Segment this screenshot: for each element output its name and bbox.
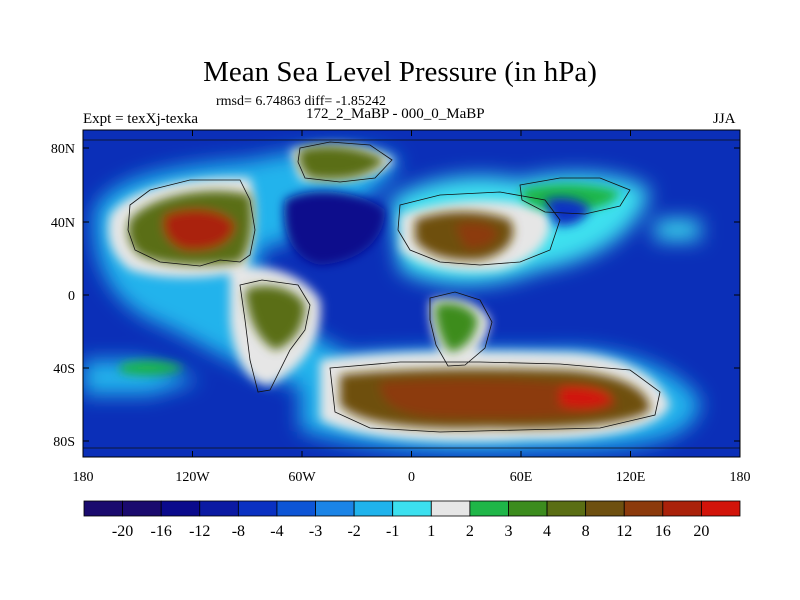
y-tick-label: 40N (51, 216, 75, 231)
colorbar-swatch (160, 500, 201, 517)
colorbar-swatch (623, 500, 664, 517)
colorbar-swatch (237, 500, 278, 517)
colorbar-swatch (392, 500, 432, 517)
colorbar-swatch (353, 500, 394, 517)
colorbar-label: -4 (270, 523, 283, 540)
x-tick-label: 60W (288, 470, 316, 485)
colorbar-swatch (585, 500, 625, 517)
colorbar-swatch (469, 500, 509, 517)
colorbar-label: -2 (347, 523, 360, 540)
colorbar-swatch (508, 500, 548, 517)
x-tick-label: 180 (73, 470, 94, 485)
colorbar-label: 1 (427, 523, 435, 540)
colorbar-swatch (701, 500, 741, 517)
y-tick-label: 80N (51, 142, 75, 157)
colorbar-labels: -20 -16 -12 -8 -4 -3 -2 -1 1 2 3 4 8 12 16 20 (112, 523, 709, 540)
colorbar-label: 2 (466, 523, 474, 540)
colorbar-swatch (83, 500, 123, 517)
x-axis-labels: 180 120W 60W 0 60E 120E 180 (73, 470, 751, 485)
colorbar-label: -12 (189, 523, 210, 540)
colorbar-swatch (276, 500, 316, 517)
x-tick-label: 180 (730, 470, 751, 485)
rmsd-diff-stats: rmsd= 6.74863 diff= -1.85242 (216, 94, 386, 109)
colorbar-label: -16 (151, 523, 172, 540)
colorbar-swatch (315, 500, 355, 517)
tick-marks (82, 130, 741, 457)
colorbar-swatch (199, 500, 239, 517)
pressure-field (83, 130, 740, 457)
colorbar-label: 4 (543, 523, 551, 540)
colorbar-label: -20 (112, 523, 133, 540)
high-pressure-layer (120, 146, 650, 429)
colorbar-swatch (662, 500, 702, 517)
coastlines (83, 139, 740, 449)
low-pressure-layer (284, 191, 590, 265)
x-tick-label: 60E (510, 470, 533, 485)
colorbar-label: 12 (616, 523, 632, 540)
y-tick-label: 80S (53, 435, 75, 450)
experiment-label: Expt = texXj-texka (83, 111, 199, 127)
colorbar-label: -3 (309, 523, 322, 540)
colorbar-label: 16 (655, 523, 671, 540)
y-tick-label: 40S (53, 362, 75, 377)
colorbar-swatch (546, 500, 587, 517)
colorbar-swatch (430, 500, 471, 517)
y-axis-labels: 80N 40N 0 40S 80S (51, 142, 75, 450)
colorbar-label: -8 (232, 523, 245, 540)
x-tick-label: 120W (175, 470, 210, 485)
colorbar-swatch (122, 500, 162, 517)
season-label: JJA (713, 111, 736, 127)
y-tick-label: 0 (68, 289, 75, 304)
colorbar-label: 3 (504, 523, 512, 540)
colorbar-label: 20 (693, 523, 709, 540)
x-tick-label: 120E (616, 470, 646, 485)
map-title: Mean Sea Level Pressure (in hPa) (203, 56, 597, 88)
comparison-label: 172_2_MaBP - 000_0_MaBP (306, 106, 485, 122)
colorbar-label: -1 (386, 523, 399, 540)
x-tick-label: 0 (408, 470, 415, 485)
colorbar (83, 500, 741, 517)
colorbar-label: 8 (582, 523, 590, 540)
